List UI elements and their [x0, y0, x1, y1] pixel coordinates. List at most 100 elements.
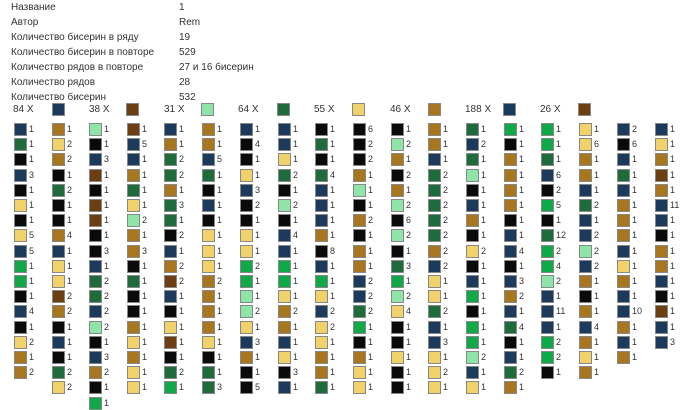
bead-count: 1 — [368, 170, 374, 180]
bead-swatch — [14, 260, 27, 273]
bead-count: 2 — [556, 246, 562, 256]
bead-count: 1 — [670, 306, 676, 316]
bead-swatch — [353, 366, 366, 379]
bead-count: 1 — [217, 261, 223, 271]
bead-swatch — [127, 366, 140, 379]
bead-count: 2 — [556, 276, 562, 286]
bead-swatch — [353, 351, 366, 364]
bead-swatch — [466, 275, 479, 288]
bead-count: 1 — [519, 200, 525, 210]
bead-count: 4 — [67, 230, 73, 240]
bead-swatch — [315, 214, 328, 227]
bead-count: 4 — [519, 246, 525, 256]
bead-count: 1 — [217, 367, 223, 377]
bead-swatch — [541, 305, 554, 318]
bead-count: 3 — [670, 337, 676, 347]
bead-swatch — [14, 153, 27, 166]
bead-swatch — [14, 184, 27, 197]
bead-swatch — [315, 138, 328, 151]
bead-count: 2 — [368, 154, 374, 164]
bead-count: 3 — [255, 185, 261, 195]
bead-count: 1 — [142, 276, 148, 286]
bead-swatch — [14, 305, 27, 318]
bead-count: 1 — [481, 215, 487, 225]
bead-swatch — [52, 275, 65, 288]
bead-swatch — [315, 199, 328, 212]
info-label: Количество бисерин в повторе — [11, 47, 155, 58]
bead-count: 6 — [368, 124, 374, 134]
bead-swatch — [353, 260, 366, 273]
bead-count: 1 — [179, 246, 185, 256]
bead-count: 2 — [443, 261, 449, 271]
bead-count: 5 — [217, 154, 223, 164]
bead-count: 1 — [255, 124, 261, 134]
bead-swatch — [391, 245, 404, 258]
legend-color-swatch — [201, 103, 214, 116]
bead-count: 1 — [217, 124, 223, 134]
bead-count: 1 — [255, 215, 261, 225]
bead-count: 1 — [368, 261, 374, 271]
bead-swatch — [164, 184, 177, 197]
bead-count: 2 — [255, 200, 261, 210]
bead-count: 1 — [481, 261, 487, 271]
bead-swatch — [466, 321, 479, 334]
bead-swatch — [52, 229, 65, 242]
bead-swatch — [164, 229, 177, 242]
bead-count: 1 — [29, 261, 35, 271]
bead-count: 2 — [179, 230, 185, 240]
legend-count: 55 X — [314, 104, 335, 115]
bead-swatch — [391, 138, 404, 151]
bead-swatch — [391, 321, 404, 334]
bead-count: 1 — [104, 170, 110, 180]
bead-count: 1 — [179, 139, 185, 149]
pattern-info: Название 1 Автор Rem Количество бисерин в ря… — [11, 0, 311, 105]
bead-swatch — [52, 381, 65, 394]
bead-swatch — [127, 290, 140, 303]
bead-count: 1 — [217, 291, 223, 301]
bead-count: 1 — [67, 170, 73, 180]
bead-count: 2 — [406, 139, 412, 149]
bead-count: 1 — [330, 185, 336, 195]
bead-swatch — [617, 184, 630, 197]
bead-count: 1 — [255, 367, 261, 377]
legend-count: 188 X — [465, 104, 492, 115]
bead-swatch — [504, 260, 517, 273]
bead-swatch — [579, 351, 592, 364]
bead-swatch — [278, 321, 291, 334]
bead-count: 2 — [406, 200, 412, 210]
bead-count: 1 — [481, 200, 487, 210]
bead-count: 1 — [330, 352, 336, 362]
bead-swatch — [655, 214, 668, 227]
bead-swatch — [14, 366, 27, 379]
bead-count: 2 — [443, 170, 449, 180]
bead-swatch — [579, 321, 592, 334]
bead-count: 1 — [519, 382, 525, 392]
bead-swatch — [202, 199, 215, 212]
bead-swatch — [353, 214, 366, 227]
bead-swatch — [428, 366, 441, 379]
bead-count: 1 — [330, 154, 336, 164]
bead-swatch — [52, 214, 65, 227]
bead-count: 3 — [217, 382, 223, 392]
bead-swatch — [164, 366, 177, 379]
bead-swatch — [353, 336, 366, 349]
bead-swatch — [14, 245, 27, 258]
bead-swatch — [353, 229, 366, 242]
bead-swatch — [466, 366, 479, 379]
bead-swatch — [617, 351, 630, 364]
bead-count: 2 — [293, 306, 299, 316]
bead-swatch — [52, 351, 65, 364]
bead-count: 2 — [406, 230, 412, 240]
bead-swatch — [391, 169, 404, 182]
bead-swatch — [164, 123, 177, 136]
bead-swatch — [579, 199, 592, 212]
bead-swatch — [278, 169, 291, 182]
bead-count: 1 — [217, 170, 223, 180]
bead-swatch — [52, 184, 65, 197]
bead-count: 1 — [406, 154, 412, 164]
bead-count: 2 — [406, 170, 412, 180]
bead-swatch — [164, 290, 177, 303]
bead-count: 1 — [632, 230, 638, 240]
bead-swatch — [655, 169, 668, 182]
